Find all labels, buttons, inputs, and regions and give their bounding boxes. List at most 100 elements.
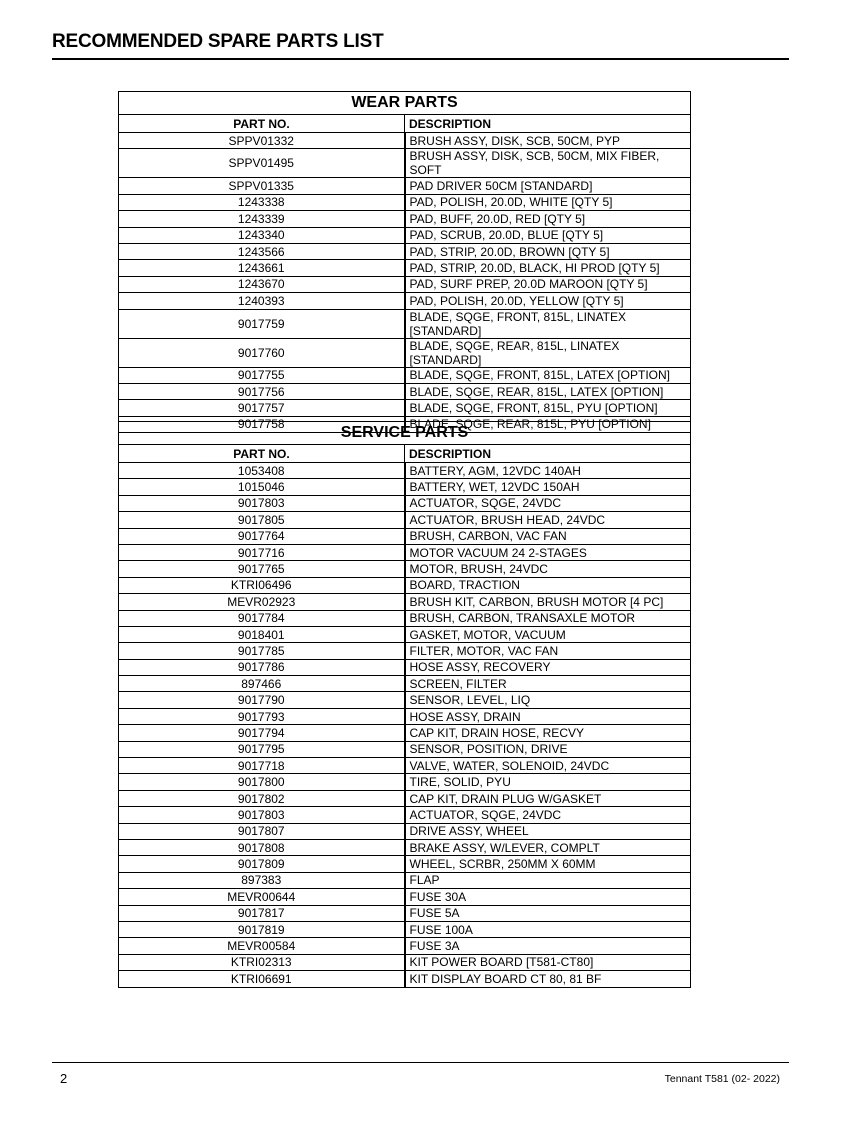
description-cell: BRUSH, CARBON, TRANSAXLE MOTOR: [403, 609, 691, 627]
table-row: 9017759 BLADE, SQGE, FRONT, 815L, LINATEX…: [118, 308, 691, 339]
table-row: 9017819 FUSE 100A: [118, 920, 691, 939]
part-number-cell: 9017805: [118, 511, 405, 529]
column-header-part-no: PART NO.: [118, 114, 405, 133]
description-cell: PAD, SURF PREP, 20.0D MAROON [QTY 5]: [403, 275, 691, 294]
description-cell: PAD, STRIP, 20.0D, BROWN [QTY 5]: [403, 242, 691, 261]
part-number-cell: 897383: [118, 871, 405, 890]
description-cell: SENSOR, POSITION, DRIVE: [403, 740, 691, 759]
description-cell: PAD, STRIP, 20.0D, BLACK, HI PROD [QTY 5…: [403, 259, 691, 277]
description-cell: FUSE 5A: [403, 904, 691, 922]
part-number-cell: 1243670: [118, 275, 405, 294]
table-row: 897466 SCREEN, FILTER: [118, 675, 691, 693]
table-row: 9017764 BRUSH, CARBON, VAC FAN: [118, 527, 691, 545]
description-cell: KIT POWER BOARD [T581-CT80]: [403, 953, 691, 972]
table-caption: SERVICE PARTS: [118, 421, 691, 445]
description-cell: PAD, POLISH, 20.0D, YELLOW [QTY 5]: [403, 292, 691, 310]
part-number-cell: 9017803: [118, 494, 405, 513]
part-number-cell: SPPV01335: [118, 177, 405, 195]
table-row: 9017756 BLADE, SQGE, REAR, 815L, LATEX [O…: [118, 382, 691, 401]
table-row: 9017784 BRUSH, CARBON, TRANSAXLE MOTOR: [118, 609, 691, 627]
description-cell: MOTOR, BRUSH, 24VDC: [403, 560, 691, 578]
part-number-cell: 9017759: [118, 308, 405, 339]
table-row: MEVR02923 BRUSH KIT, CARBON, BRUSH MOTOR …: [118, 593, 691, 611]
description-cell: FUSE 3A: [403, 937, 691, 955]
part-number-cell: 9017716: [118, 543, 405, 562]
description-cell: CAP KIT, DRAIN HOSE, RECVY: [403, 724, 691, 742]
description-cell: PAD DRIVER 50CM [STANDARD]: [403, 177, 691, 195]
description-cell: FUSE 30A: [403, 888, 691, 906]
description-cell: CAP KIT, DRAIN PLUG W/GASKET: [403, 789, 691, 808]
table-row: 9017785 FILTER, MOTOR, VAC FAN: [118, 642, 691, 660]
document-label: Tennant T581 (02- 2022): [664, 1073, 780, 1085]
description-cell: SENSOR, LEVEL, LIQ: [403, 691, 691, 709]
table-row: 9017807 DRIVE ASSY, WHEEL: [118, 822, 691, 840]
part-number-cell: 9017807: [118, 822, 405, 840]
table-row: 9017805 ACTUATOR, BRUSH HEAD, 24VDC: [118, 511, 691, 529]
part-number-cell: SPPV01332: [118, 131, 405, 150]
part-number-cell: 9017755: [118, 366, 405, 384]
description-cell: BLADE, SQGE, FRONT, 815L, LATEX [OPTION]: [403, 366, 691, 384]
description-cell: KIT DISPLAY BOARD CT 80, 81 BF: [403, 970, 691, 988]
description-cell: DRIVE ASSY, WHEEL: [403, 822, 691, 840]
part-number-cell: 9018401: [118, 625, 405, 644]
table-row: 9017793 HOSE ASSY, DRAIN: [118, 707, 691, 726]
description-cell: BRUSH ASSY, DISK, SCB, 50CM, MIX FIBER, …: [403, 148, 691, 179]
part-number-cell: 9017786: [118, 658, 405, 677]
description-cell: FILTER, MOTOR, VAC FAN: [403, 642, 691, 660]
part-number-cell: 9017794: [118, 724, 405, 742]
part-number-cell: 9017790: [118, 691, 405, 709]
description-cell: WHEEL, SCRBR, 250MM X 60MM: [403, 855, 691, 873]
table-row: MEVR00644 FUSE 30A: [118, 888, 691, 906]
table-row: 9017809 WHEEL, SCRBR, 250MM X 60MM: [118, 855, 691, 873]
table-row: 9017716 MOTOR VACUUM 24 2-STAGES: [118, 543, 691, 562]
table-row: 1240393 PAD, POLISH, 20.0D, YELLOW [QTY 5…: [118, 292, 691, 310]
part-number-cell: 9017802: [118, 789, 405, 808]
part-number-cell: MEVR00584: [118, 937, 405, 955]
part-number-cell: KTRI06496: [118, 576, 405, 595]
wear-parts-table: WEAR PARTS PART NO. DESCRIPTION SPPV0133…: [118, 91, 691, 434]
table-row: 1243670 PAD, SURF PREP, 20.0D MAROON [QTY…: [118, 275, 691, 294]
description-cell: PAD, SCRUB, 20.0D, BLUE [QTY 5]: [403, 226, 691, 244]
part-number-cell: 1243338: [118, 193, 405, 212]
table-row: 1015046 BATTERY, WET, 12VDC 150AH: [118, 478, 691, 496]
table-row: 9017803 ACTUATOR, SQGE, 24VDC: [118, 806, 691, 824]
part-number-cell: 9017760: [118, 337, 405, 368]
table-row: 9017760 BLADE, SQGE, REAR, 815L, LINATEX …: [118, 337, 691, 368]
part-number-cell: MEVR02923: [118, 593, 405, 611]
column-header-description: DESCRIPTION: [404, 114, 691, 133]
part-number-cell: MEVR00644: [118, 888, 405, 906]
table-row: 9017817 FUSE 5A: [118, 904, 691, 922]
table-row: 9017800 TIRE, SOLID, PYU: [118, 773, 691, 791]
page-number: 2: [60, 1071, 68, 1086]
table-row: MEVR00584 FUSE 3A: [118, 937, 691, 955]
table-row: 9017790 SENSOR, LEVEL, LIQ: [118, 691, 691, 709]
description-cell: BRAKE ASSY, W/LEVER, COMPLT: [403, 838, 691, 857]
description-cell: FUSE 100A: [403, 920, 691, 939]
description-cell: PAD, POLISH, 20.0D, WHITE [QTY 5]: [403, 193, 691, 212]
table-row: 9017755 BLADE, SQGE, FRONT, 815L, LATEX […: [118, 366, 691, 384]
table-row: SPPV01335 PAD DRIVER 50CM [STANDARD]: [118, 177, 691, 195]
part-number-cell: 9017718: [118, 757, 405, 775]
description-cell: ACTUATOR, SQGE, 24VDC: [403, 806, 691, 824]
footer-divider: [52, 1062, 789, 1063]
part-number-cell: 9017784: [118, 609, 405, 627]
description-cell: BATTERY, AGM, 12VDC 140AH: [403, 461, 691, 480]
part-number-cell: 9017757: [118, 399, 405, 417]
part-number-cell: 1243339: [118, 210, 405, 228]
part-number-cell: 9017819: [118, 920, 405, 939]
part-number-cell: 9017817: [118, 904, 405, 922]
description-cell: PAD, BUFF, 20.0D, RED [QTY 5]: [403, 210, 691, 228]
part-number-cell: 9017785: [118, 642, 405, 660]
table-row: 9017757 BLADE, SQGE, FRONT, 815L, PYU [OP…: [118, 399, 691, 417]
description-cell: VALVE, WATER, SOLENOID, 24VDC: [403, 757, 691, 775]
description-cell: BLADE, SQGE, FRONT, 815L, PYU [OPTION]: [403, 399, 691, 417]
title-divider: [52, 58, 789, 60]
table-row: 9017786 HOSE ASSY, RECOVERY: [118, 658, 691, 677]
part-number-cell: 1240393: [118, 292, 405, 310]
table-row: 897383 FLAP: [118, 871, 691, 890]
table-row: 9018401 GASKET, MOTOR, VACUUM: [118, 625, 691, 644]
table-row: 1053408 BATTERY, AGM, 12VDC 140AH: [118, 461, 691, 480]
description-cell: TIRE, SOLID, PYU: [403, 773, 691, 791]
description-cell: BLADE, SQGE, REAR, 815L, LATEX [OPTION]: [403, 382, 691, 401]
part-number-cell: 897466: [118, 675, 405, 693]
